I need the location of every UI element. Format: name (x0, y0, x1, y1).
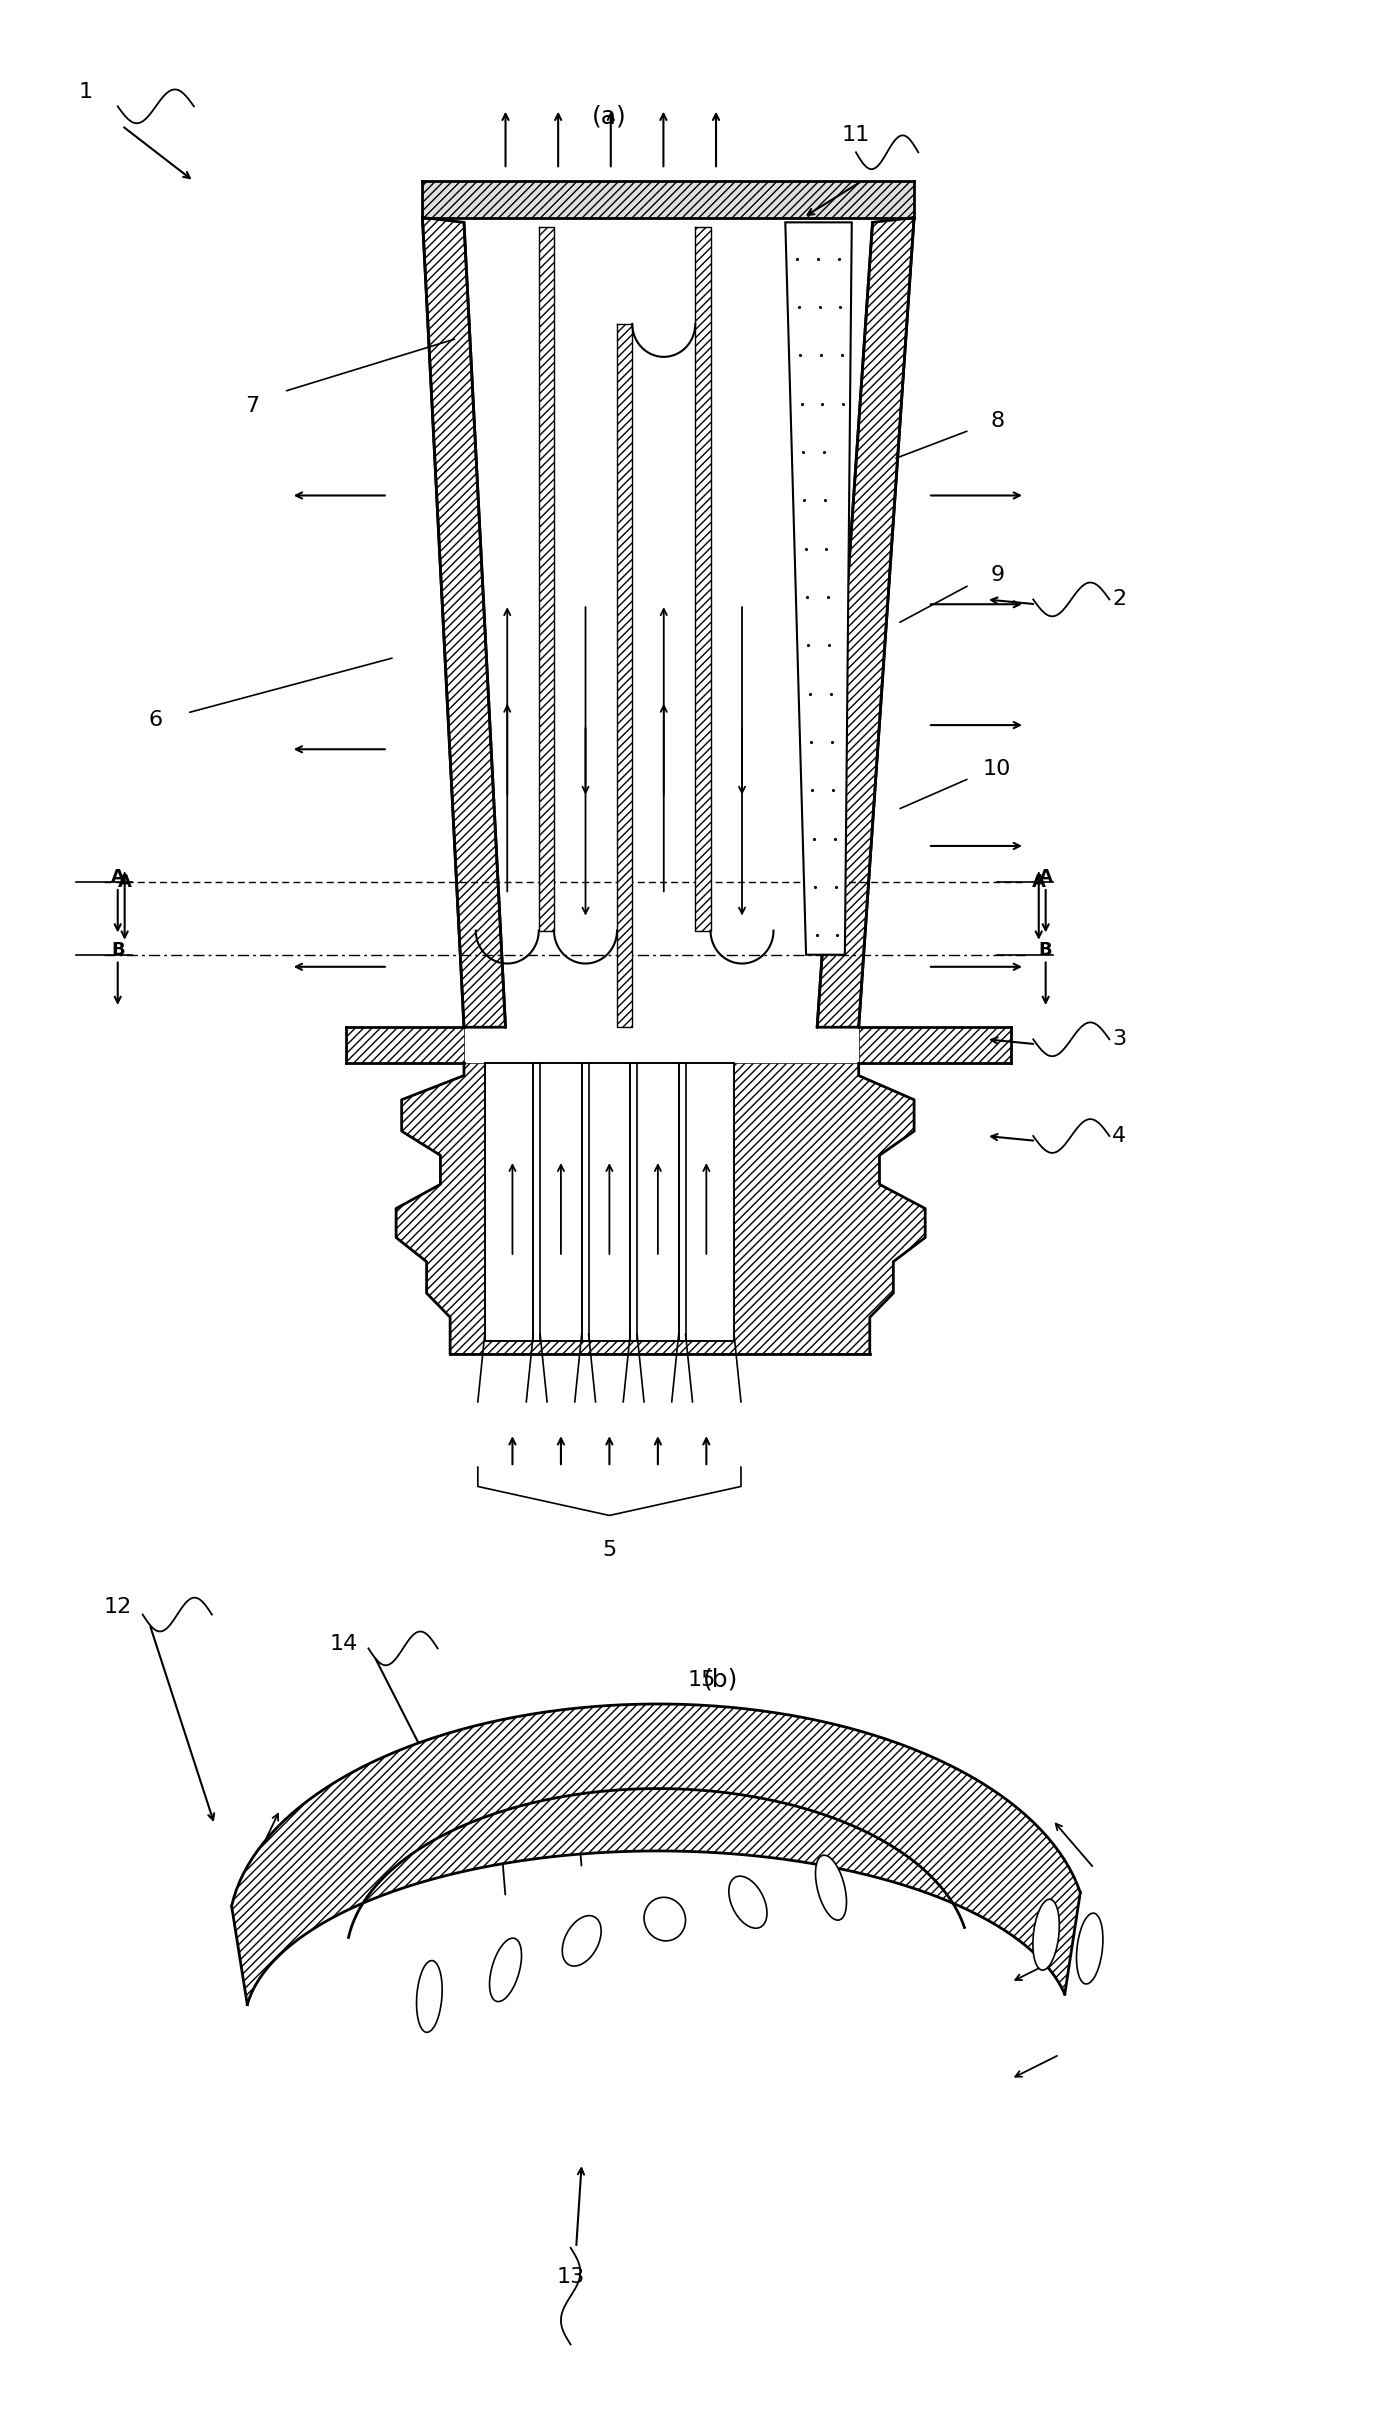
Text: (b): (b) (702, 1668, 738, 1692)
Text: B: B (1039, 940, 1053, 960)
Polygon shape (539, 227, 554, 931)
Polygon shape (533, 1063, 589, 1341)
Polygon shape (785, 222, 852, 955)
Text: 14: 14 (330, 1634, 357, 1653)
Text: 15: 15 (688, 1670, 716, 1689)
Text: 3: 3 (1112, 1030, 1126, 1049)
Text: A: A (118, 873, 132, 892)
Text: 1: 1 (79, 82, 93, 102)
Text: 13: 13 (557, 2267, 584, 2286)
Polygon shape (616, 324, 632, 1027)
Ellipse shape (489, 1938, 522, 2001)
Text: A: A (1039, 868, 1053, 887)
Text: 6: 6 (148, 711, 162, 730)
Ellipse shape (1033, 1900, 1060, 1970)
Polygon shape (346, 1027, 464, 1063)
Polygon shape (422, 181, 914, 218)
Ellipse shape (729, 1876, 767, 1929)
Polygon shape (859, 1027, 1011, 1063)
Polygon shape (695, 227, 711, 931)
Text: 12: 12 (104, 1598, 132, 1617)
Text: 8: 8 (990, 411, 1004, 430)
Polygon shape (422, 218, 506, 1027)
Ellipse shape (816, 1856, 846, 1919)
Polygon shape (231, 1704, 1080, 2004)
Polygon shape (396, 1063, 925, 1354)
Ellipse shape (644, 1897, 686, 1941)
Text: 10: 10 (983, 759, 1011, 778)
Ellipse shape (562, 1917, 601, 1965)
Text: B: B (111, 940, 125, 960)
Ellipse shape (417, 1960, 442, 2033)
Polygon shape (630, 1063, 686, 1341)
Text: A: A (111, 868, 125, 887)
Polygon shape (679, 1063, 734, 1341)
Text: 9: 9 (990, 566, 1004, 585)
Text: (a): (a) (591, 104, 627, 128)
Text: A: A (1032, 873, 1046, 892)
Text: 4: 4 (1112, 1126, 1126, 1146)
Text: 7: 7 (245, 396, 259, 416)
Text: 2: 2 (1112, 590, 1126, 609)
Text: 5: 5 (602, 1540, 616, 1559)
Ellipse shape (1076, 1914, 1102, 1984)
Polygon shape (582, 1063, 637, 1341)
Text: 11: 11 (842, 126, 870, 145)
Polygon shape (817, 218, 914, 1027)
Polygon shape (485, 1063, 540, 1341)
